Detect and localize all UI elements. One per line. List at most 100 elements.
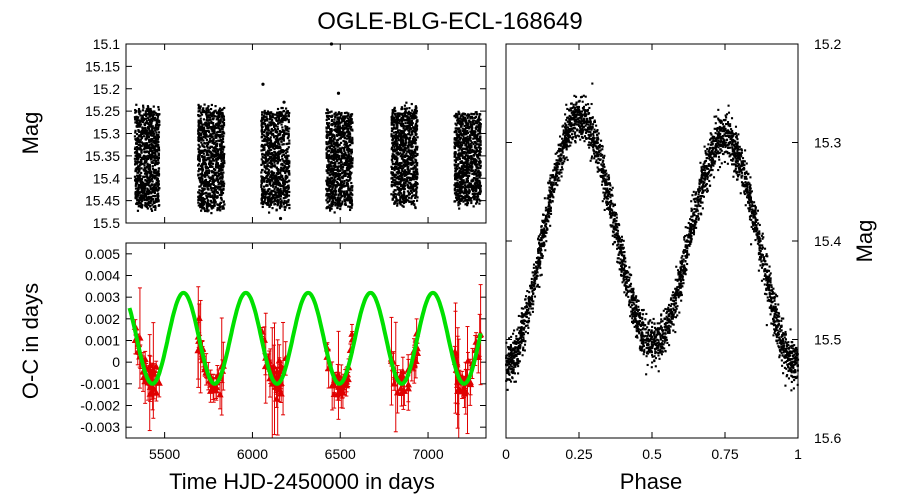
light-curve-point	[143, 117, 146, 120]
light-curve-point	[408, 171, 411, 175]
light-curve-point	[406, 145, 409, 148]
light-curve-point	[150, 156, 153, 159]
light-curve-point	[277, 192, 280, 195]
light-curve-point	[334, 116, 337, 119]
light-curve-point	[207, 126, 210, 130]
light-curve-point	[197, 155, 200, 158]
light-curve-point	[466, 200, 469, 203]
light-curve-point	[141, 157, 144, 160]
light-curve-point	[274, 154, 277, 157]
light-curve-point	[337, 168, 340, 171]
light-curve-point	[281, 134, 284, 137]
light-curve-point	[260, 185, 263, 188]
light-curve-point	[198, 191, 201, 194]
light-curve-point	[204, 163, 208, 166]
light-curve-point	[405, 179, 408, 182]
light-curve-point	[465, 199, 468, 202]
light-curve-point	[142, 106, 145, 109]
light-curve-point	[201, 123, 204, 126]
light-curve-point	[146, 205, 149, 209]
light-curve-point	[151, 173, 154, 177]
light-curve-point	[350, 164, 353, 167]
light-curve-point	[405, 107, 409, 110]
light-curve-point	[336, 138, 340, 142]
light-curve-point	[469, 149, 472, 152]
light-curve-point	[281, 164, 284, 167]
light-curve-point	[270, 123, 273, 127]
light-curve-point	[134, 108, 137, 112]
light-curve-point	[156, 173, 159, 177]
light-curve-point	[397, 112, 400, 115]
light-curve-point	[459, 147, 462, 150]
light-curve-point	[212, 177, 215, 180]
light-curve-point	[216, 156, 219, 159]
light-curve-point	[147, 154, 150, 157]
light-curve-point	[205, 195, 209, 198]
light-curve-point	[143, 148, 146, 151]
light-curve-point	[395, 163, 398, 166]
light-curve-point	[416, 173, 419, 176]
light-curve-point	[278, 193, 281, 196]
light-curve-point	[197, 128, 200, 131]
light-curve-point	[212, 140, 215, 143]
light-curve-point	[350, 198, 353, 201]
light-curve-point	[135, 150, 138, 154]
light-curve-point	[413, 113, 416, 116]
light-curve-point	[155, 145, 158, 148]
light-curve-point	[339, 126, 342, 129]
light-curve-point	[217, 119, 221, 122]
light-curve-point	[340, 192, 343, 195]
light-curve-point	[408, 200, 411, 203]
light-curve-point	[345, 172, 348, 175]
light-curve-point	[329, 170, 332, 173]
light-curve-point	[157, 192, 160, 195]
light-curve-point	[271, 207, 274, 210]
light-curve-point	[146, 183, 150, 186]
light-curve-point	[206, 208, 209, 211]
light-curve-point	[136, 156, 139, 159]
light-curve-point	[147, 150, 150, 153]
light-curve-point	[349, 122, 352, 125]
light-curve-point	[461, 170, 465, 173]
light-curve-point	[466, 179, 469, 183]
light-curve-point	[327, 117, 330, 121]
light-curve-point	[220, 171, 223, 175]
light-curve-point	[147, 200, 150, 204]
light-curve-point	[216, 203, 219, 206]
light-curve-point	[219, 201, 222, 204]
light-curve-point	[281, 130, 285, 133]
light-curve-point	[207, 119, 210, 122]
light-curve-point	[156, 137, 160, 141]
light-curve-point	[153, 168, 156, 172]
light-curve-point	[399, 152, 402, 155]
light-curve-point	[335, 129, 338, 132]
light-curve-point	[151, 203, 154, 206]
light-curve-point	[415, 171, 418, 174]
light-curve-point	[409, 111, 412, 115]
light-curve-point	[468, 134, 472, 137]
light-curve-point	[135, 162, 139, 165]
light-curve-point	[411, 185, 414, 188]
light-curve-point	[347, 119, 351, 122]
light-curve-point	[270, 155, 273, 159]
light-curve-point	[393, 167, 396, 170]
light-curve-point	[333, 145, 336, 148]
light-curve-point	[263, 146, 266, 149]
light-curve-point	[217, 172, 220, 175]
light-curve-point	[139, 196, 142, 199]
light-curve-point	[139, 140, 142, 143]
light-curve-point	[207, 154, 210, 157]
light-curve-point	[144, 203, 147, 207]
light-curve-point	[286, 142, 289, 145]
light-curve-point	[145, 155, 148, 158]
light-curve-point	[199, 185, 202, 188]
light-curve-point	[261, 200, 264, 204]
light-curve-point	[413, 148, 416, 152]
light-curve-point	[211, 145, 214, 148]
light-curve-point	[266, 137, 270, 140]
light-curve-point	[263, 191, 266, 194]
light-curve-point	[157, 108, 160, 111]
light-curve-point	[150, 131, 153, 135]
light-curve-point	[328, 193, 331, 196]
light-curve-point	[403, 183, 406, 186]
